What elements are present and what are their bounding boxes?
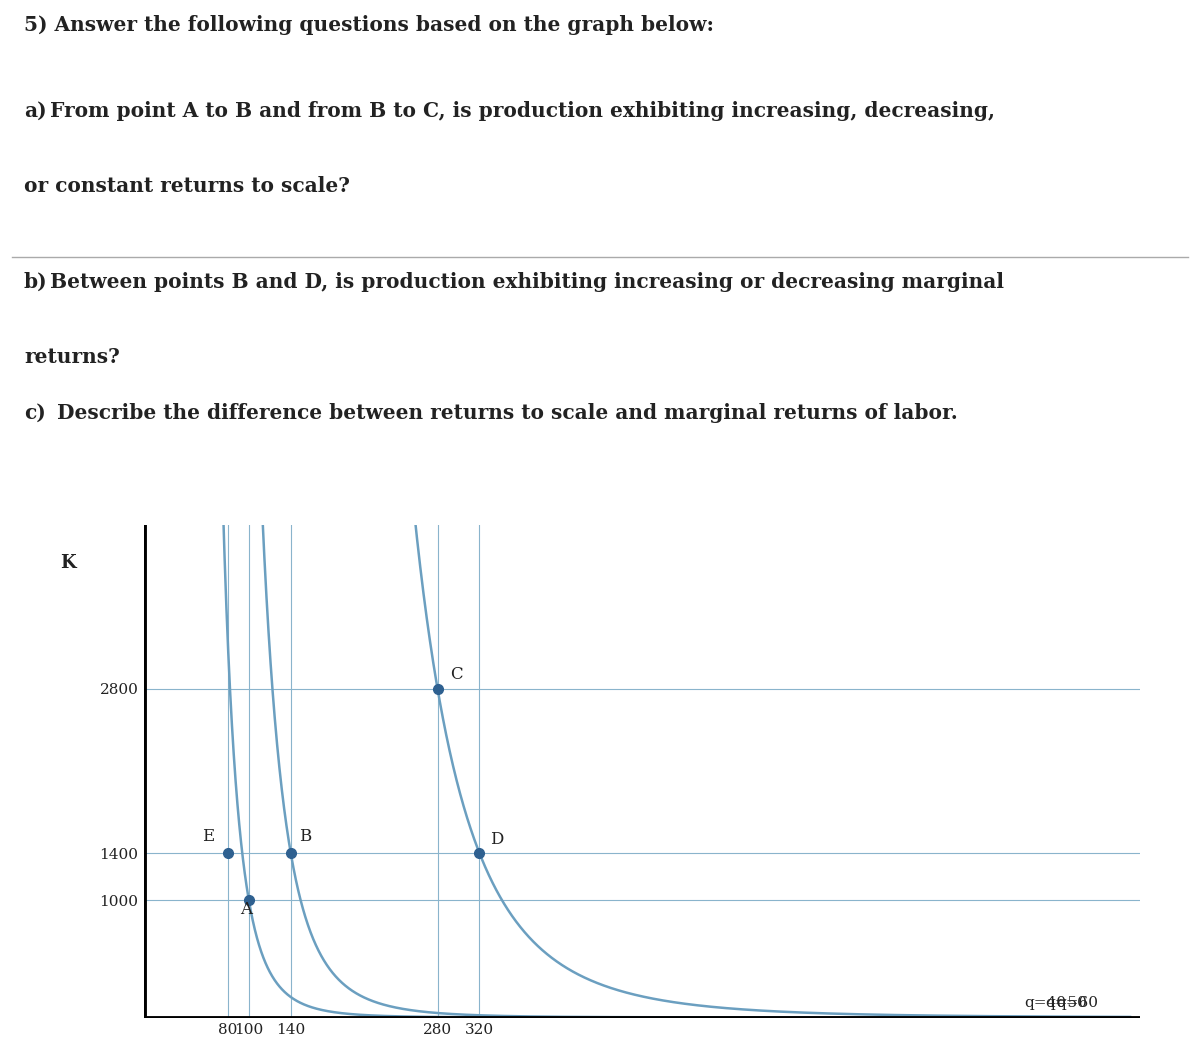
Text: a): a) [24, 101, 47, 121]
Text: returns?: returns? [24, 347, 120, 367]
Text: q=40: q=40 [1025, 997, 1067, 1010]
Text: From point A to B and from B to C, is production exhibiting increasing, decreasi: From point A to B and from B to C, is pr… [50, 101, 996, 121]
Text: E: E [202, 828, 214, 845]
Text: Between points B and D, is production exhibiting increasing or decreasing margin: Between points B and D, is production ex… [50, 272, 1004, 292]
Text: K: K [60, 554, 76, 572]
Text: D: D [490, 832, 503, 849]
Text: A: A [240, 901, 252, 918]
Text: b): b) [24, 272, 48, 292]
Text: B: B [299, 828, 312, 845]
Text: or constant returns to scale?: or constant returns to scale? [24, 176, 350, 196]
Text: C: C [450, 666, 463, 683]
Text: q=60: q=60 [1056, 996, 1098, 1009]
Text: Describe the difference between returns to scale and marginal returns of labor.: Describe the difference between returns … [50, 403, 958, 423]
Text: q=50: q=50 [1045, 997, 1087, 1010]
Text: 5) Answer the following questions based on the graph below:: 5) Answer the following questions based … [24, 15, 714, 35]
Text: c): c) [24, 403, 46, 423]
